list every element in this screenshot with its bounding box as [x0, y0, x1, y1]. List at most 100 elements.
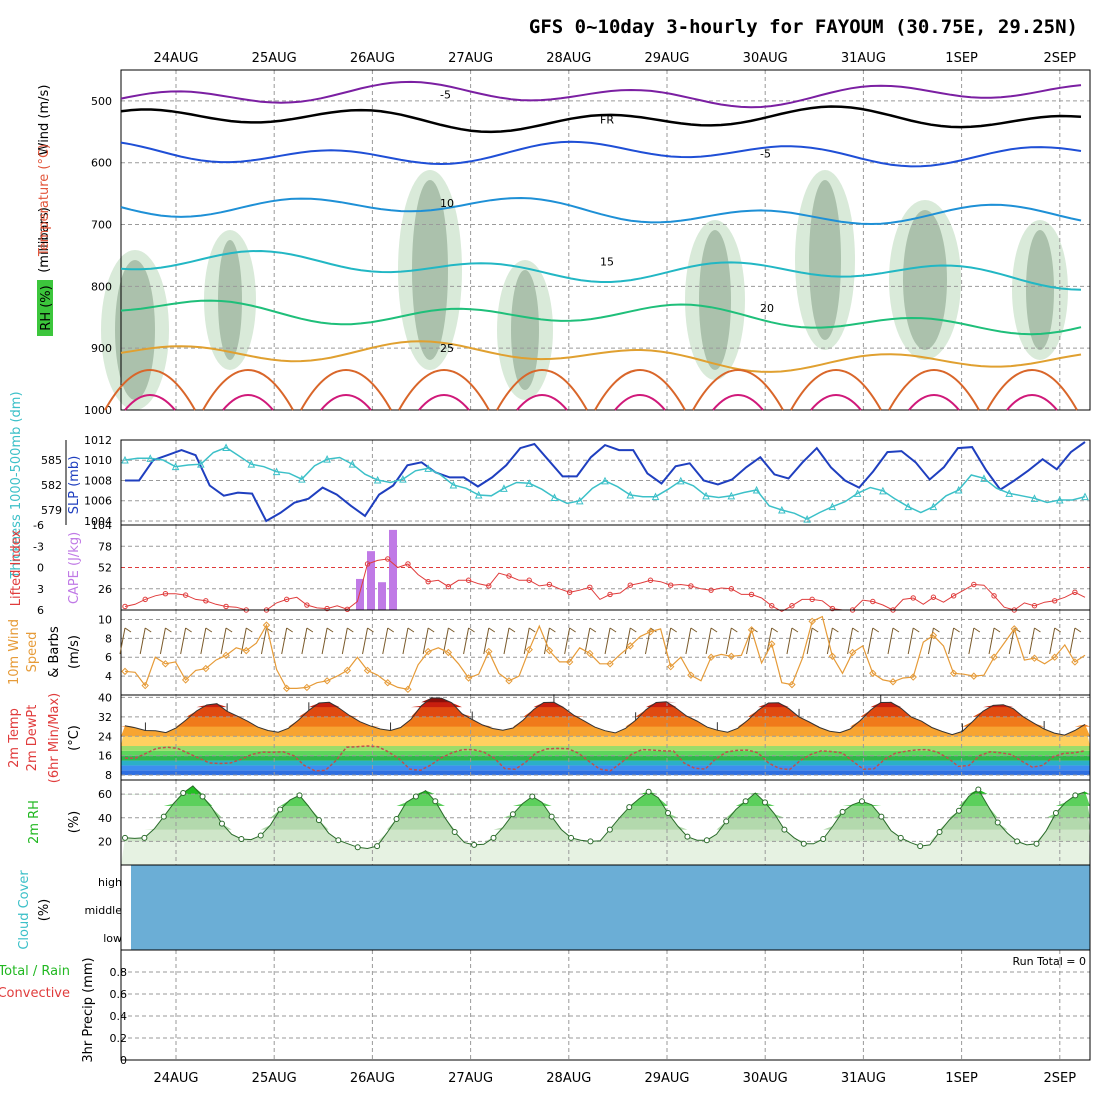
tick-label: 60: [98, 788, 112, 801]
wind-barb-flag: [286, 627, 293, 633]
rh-point: [839, 808, 846, 815]
wind-speed-point: [768, 640, 776, 648]
wind-speed-point: [242, 646, 250, 655]
day-label-top: 25AUG: [252, 51, 297, 66]
rh-point: [218, 820, 225, 827]
lifted-index-point: [546, 581, 553, 588]
wind-barb: [806, 627, 813, 655]
temp-fill: [121, 697, 1090, 708]
wind-speed-point: [222, 651, 230, 660]
slp-frame: [120, 439, 1091, 526]
thickness-point: [954, 485, 963, 494]
wind-barb: [725, 627, 732, 655]
surface-contour-hot: [124, 394, 176, 411]
wind-barb-flag: [448, 627, 455, 633]
wind-speed-point: [606, 660, 614, 668]
wind-speed-point: [384, 679, 392, 687]
tick-label: 24: [98, 730, 112, 743]
wind-barb-flag: [488, 627, 496, 633]
thickness-point: [298, 475, 306, 483]
lifted-index-point: [809, 596, 815, 603]
lifted-index-point: [405, 561, 411, 567]
lifted-index-point: [930, 594, 937, 600]
wind-barb: [867, 627, 874, 655]
wind-barb-flag: [1013, 627, 1021, 633]
wind-barb: [988, 627, 995, 655]
temperature-contour: [120, 105, 1082, 134]
wind-barb: [1049, 627, 1056, 655]
wind-barb-flag: [144, 627, 152, 633]
surface-contour-hot: [614, 394, 666, 411]
contour-label: FR: [600, 113, 614, 126]
thickness-point: [1030, 494, 1039, 502]
wind-barb-flag: [993, 627, 1001, 633]
thickness-point: [196, 460, 205, 468]
thickness-point: [803, 515, 811, 523]
lifted-index-point: [324, 605, 330, 612]
lifted-index-point: [283, 596, 290, 603]
thickness-point: [651, 492, 660, 501]
thickness-point: [828, 502, 837, 511]
temp-fill: [121, 697, 1090, 717]
wind-barb: [907, 627, 914, 655]
day-label-top: 2SEP: [1044, 51, 1077, 66]
wind-barb: [604, 627, 611, 655]
slp-line: [125, 441, 1086, 523]
tick-label: 500: [91, 95, 112, 108]
tick-label: 1010: [84, 454, 112, 467]
wind-barb-flag: [407, 627, 415, 633]
axis-label: (millibars): [37, 207, 52, 273]
wind-barb: [159, 627, 166, 655]
wind-speed-point: [666, 662, 675, 671]
tick-label: 1004: [84, 515, 112, 528]
axis-label: Cloud Cover: [17, 870, 32, 950]
wind-barb: [705, 627, 712, 655]
thickness-point: [929, 502, 938, 511]
day-label-top: 24AUG: [153, 51, 198, 66]
rh-point: [1014, 838, 1021, 845]
rh-point: [432, 798, 439, 805]
wind-barb: [786, 627, 793, 655]
wind-speed-point: [464, 674, 473, 682]
lifted-index-point: [829, 605, 836, 612]
axis-label: (m/s): [67, 635, 82, 669]
rh-point: [257, 832, 264, 839]
thickness-point: [904, 502, 912, 511]
lifted-index-point: [566, 589, 573, 595]
lifted-index-point: [607, 591, 613, 598]
thickness-point: [601, 476, 609, 485]
rh-shading-dark: [1026, 230, 1054, 350]
wind-barb-flag: [245, 627, 253, 633]
lifted-index-point: [748, 591, 755, 598]
wind-speed-point: [282, 684, 291, 693]
lifted-index-point: [486, 583, 492, 589]
rh-point: [412, 793, 419, 800]
wind-speed-point: [404, 685, 412, 694]
wind-speed-point: [1030, 654, 1039, 662]
rh-shading-dark: [511, 270, 539, 390]
rh-point: [1033, 840, 1040, 847]
tick-label: 26: [98, 583, 112, 596]
tick-label: 3: [37, 583, 44, 596]
wind-barb: [1028, 627, 1035, 655]
tick-label: 6: [105, 651, 112, 664]
rh-point: [335, 837, 342, 844]
wind-barb: [139, 627, 146, 655]
wind-barb-flag: [306, 627, 314, 633]
wind-speed-point: [687, 671, 695, 679]
wind-barb: [503, 627, 510, 655]
wind-speed-point: [808, 617, 816, 626]
wind-speed-point: [828, 652, 837, 660]
wind-barb: [442, 627, 449, 655]
tick-label: middle: [84, 904, 122, 917]
wind-barb-flag: [791, 627, 799, 633]
axis-label: Temperature (°C): [37, 144, 52, 257]
thickness-point: [525, 479, 534, 487]
wind-barb-flag: [629, 627, 637, 633]
wind-speed-line: [124, 615, 1086, 690]
rh-point: [878, 813, 885, 820]
axis-label: 2m Temp: [7, 708, 22, 768]
rh-point: [626, 804, 633, 811]
wind-speed-point: [161, 660, 170, 668]
rh-line: [124, 785, 1086, 850]
